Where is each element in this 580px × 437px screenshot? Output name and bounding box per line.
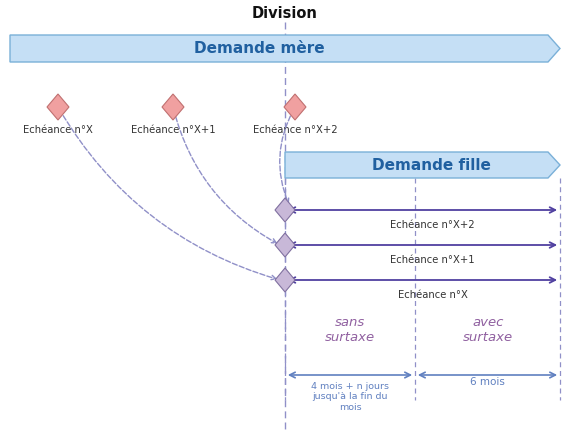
Text: Echéance n°X: Echéance n°X (23, 125, 93, 135)
Text: Echéance n°X+2: Echéance n°X+2 (253, 125, 338, 135)
Text: Demande mère: Demande mère (194, 41, 324, 56)
Text: 6 mois: 6 mois (470, 377, 505, 387)
Polygon shape (275, 198, 295, 222)
Text: avec
surtaxe: avec surtaxe (463, 316, 513, 344)
Text: Demande fille: Demande fille (372, 157, 491, 173)
Polygon shape (285, 152, 560, 178)
Polygon shape (284, 94, 306, 120)
Polygon shape (47, 94, 69, 120)
Text: Echéance n°X+1: Echéance n°X+1 (130, 125, 215, 135)
Text: Echéance n°X+2: Echéance n°X+2 (390, 220, 475, 230)
Polygon shape (162, 94, 184, 120)
Polygon shape (275, 268, 295, 292)
Text: Echéance n°X: Echéance n°X (397, 290, 467, 300)
Text: Echéance n°X+1: Echéance n°X+1 (390, 255, 475, 265)
Polygon shape (10, 35, 560, 62)
Text: 4 mois + n jours
jusqu'à la fin du
mois: 4 mois + n jours jusqu'à la fin du mois (311, 382, 389, 412)
Polygon shape (275, 233, 295, 257)
Text: Division: Division (252, 7, 318, 21)
Text: sans
surtaxe: sans surtaxe (325, 316, 375, 344)
